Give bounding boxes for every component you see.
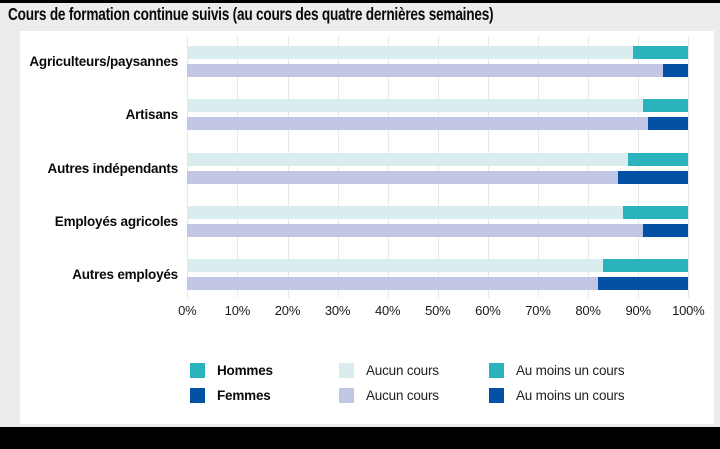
- bar-segment: [602, 259, 688, 273]
- legend-swatch: [489, 388, 504, 403]
- bar-segment: [622, 206, 688, 219]
- category-label: Autres indépendants: [47, 160, 179, 176]
- x-tick-label: 60%: [475, 302, 501, 318]
- gridline: [437, 36, 439, 298]
- legend-label: Aucun cours: [366, 363, 439, 378]
- bar-segment: [187, 64, 663, 77]
- legend-label: Au moins un cours: [516, 388, 625, 403]
- bar-segment: [617, 170, 688, 184]
- bar-segment: [187, 224, 643, 237]
- bottom-black-strip: [0, 427, 720, 449]
- x-tick-label: 90%: [625, 302, 651, 318]
- category-label: Employés agricoles: [54, 214, 178, 229]
- gridline: [588, 36, 590, 298]
- x-tick-label: 100%: [672, 302, 705, 318]
- bar-segment: [187, 170, 618, 184]
- bar-segment: [187, 46, 633, 59]
- gridline: [187, 36, 189, 298]
- bar-femmes: [187, 277, 688, 291]
- gridline: [688, 36, 690, 298]
- gridline: [237, 36, 239, 298]
- legend-swatch: [190, 388, 205, 403]
- bar-segment: [642, 224, 688, 237]
- bar-segment: [627, 152, 688, 166]
- legend-swatch: [190, 363, 205, 378]
- bar-femmes: [187, 170, 688, 184]
- bar-segment: [187, 152, 628, 166]
- page-title: Cours de formation continue suivis (au c…: [8, 4, 494, 24]
- legend-label: Aucun cours: [366, 388, 439, 403]
- bar-segment: [187, 277, 598, 291]
- top-black-strip: [0, 0, 720, 3]
- category-label: Agriculteurs/paysannes: [29, 54, 178, 69]
- gridline: [337, 36, 339, 298]
- x-tick-label: 30%: [324, 302, 351, 318]
- x-tick-label: 40%: [374, 302, 401, 318]
- x-tick-label: 70%: [525, 302, 551, 318]
- x-tick-label: 0%: [178, 302, 197, 318]
- bar-segment: [187, 99, 643, 113]
- legend-swatch: [339, 363, 354, 378]
- bar-segment: [632, 46, 688, 59]
- category-label: Autres employés: [72, 267, 178, 283]
- gridline: [538, 36, 539, 298]
- bar-hommes: [187, 206, 688, 219]
- gridline: [487, 36, 489, 298]
- bar-hommes: [187, 46, 688, 59]
- bar-segment: [647, 117, 688, 131]
- legend-label: Hommes: [217, 363, 273, 378]
- gridline: [287, 36, 289, 298]
- legend-label: Au moins un cours: [516, 363, 625, 378]
- bar-hommes: [187, 99, 688, 113]
- chart-panel: Agriculteurs/paysannes Artisans Autres ind…: [20, 31, 714, 424]
- x-tick-label: 10%: [224, 302, 251, 318]
- x-tick-label: 20%: [274, 302, 301, 318]
- bar-segment: [662, 64, 688, 77]
- x-tick-label: 80%: [575, 302, 601, 318]
- gridline: [638, 36, 640, 298]
- bar-segment: [642, 99, 688, 113]
- bar-hommes: [187, 152, 688, 166]
- category-label: Artisans: [125, 107, 179, 123]
- bar-segment: [187, 259, 603, 273]
- bar-hommes: [187, 259, 688, 273]
- bar-femmes: [187, 64, 688, 77]
- bar-segment: [597, 277, 688, 291]
- bar-segment: [187, 117, 648, 131]
- legend-swatch: [339, 388, 354, 403]
- gridline: [387, 36, 389, 298]
- legend-swatch: [489, 363, 504, 378]
- x-tick-label: 50%: [425, 302, 451, 318]
- legend-label: Femmes: [217, 388, 271, 403]
- bar-segment: [187, 206, 623, 219]
- bar-femmes: [187, 117, 688, 131]
- bar-femmes: [187, 224, 688, 237]
